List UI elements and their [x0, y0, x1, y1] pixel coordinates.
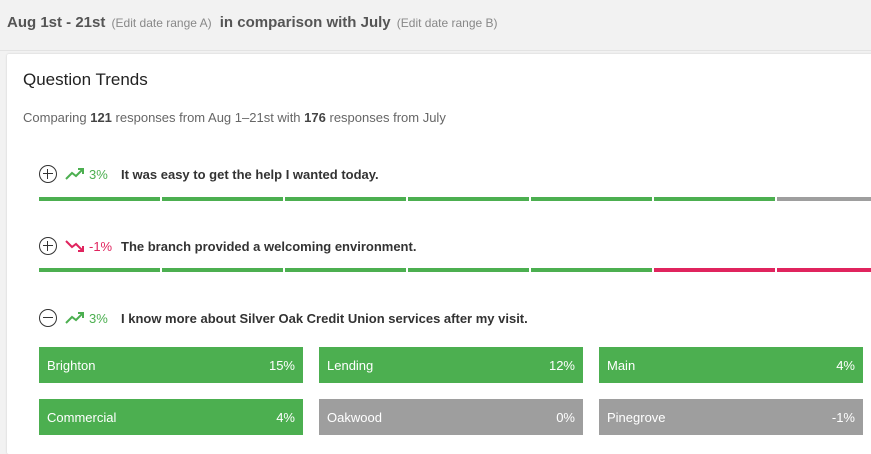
summary-prefix: Comparing	[23, 110, 87, 125]
bar-segment	[39, 197, 160, 201]
branch-name: Brighton	[47, 357, 96, 373]
edit-date-range-b-link[interactable]: (Edit date range B)	[396, 16, 498, 30]
summary-middle: responses from Aug 1–21st with	[115, 110, 301, 125]
trending-up-icon	[65, 168, 84, 180]
edit-date-range-a-link[interactable]: (Edit date range A)	[111, 16, 212, 30]
branch-name: Lending	[327, 357, 374, 373]
expand-icon[interactable]	[39, 165, 57, 183]
question-score-bar	[39, 197, 871, 201]
trending-up-icon	[65, 312, 84, 324]
question-text: I know more about Silver Oak Credit Unio…	[121, 310, 528, 326]
expand-icon[interactable]	[39, 237, 57, 255]
question-score-bar	[39, 268, 871, 272]
date-range-header: Aug 1st - 21st (Edit date range A) in co…	[7, 14, 502, 31]
branch-change: -1%	[831, 409, 855, 425]
summary-suffix: responses from July	[329, 110, 446, 125]
branch-name: Commercial	[47, 409, 117, 425]
branch-change: 4%	[836, 357, 855, 373]
branch-breakdown-tile[interactable]: Lending 12%	[319, 347, 583, 383]
branch-breakdown-tile[interactable]: Main 4%	[599, 347, 863, 383]
question-trends-card: Question Trends Comparing 121 responses …	[7, 54, 871, 454]
bar-segment	[285, 197, 406, 201]
branch-breakdown-tile[interactable]: Oakwood 0%	[319, 399, 583, 435]
branch-name: Pinegrove	[607, 409, 666, 425]
branch-breakdown-tile[interactable]: Brighton 15%	[39, 347, 303, 383]
trend-change: -1%	[89, 238, 113, 254]
collapse-icon[interactable]	[39, 309, 57, 327]
bar-segment	[39, 268, 160, 272]
question-row: 3% It was easy to get the help I wanted …	[39, 163, 379, 185]
question-text: It was easy to get the help I wanted tod…	[121, 166, 379, 182]
bar-segment	[654, 197, 775, 201]
bar-segment	[777, 268, 871, 272]
trend-change: 3%	[89, 310, 108, 326]
branch-change: 4%	[276, 409, 295, 425]
bar-segment	[162, 268, 283, 272]
bar-segment	[408, 197, 529, 201]
branch-name: Oakwood	[327, 409, 382, 425]
bar-segment	[531, 268, 652, 272]
date-range-a: Aug 1st - 21st	[7, 14, 106, 31]
bar-segment	[408, 268, 529, 272]
comparison-summary: Comparing 121 responses from Aug 1–21st …	[23, 110, 446, 125]
branch-breakdown-tile[interactable]: Commercial 4%	[39, 399, 303, 435]
question-row: 3% I know more about Silver Oak Credit U…	[39, 307, 528, 329]
question-text: The branch provided a welcoming environm…	[121, 238, 417, 254]
bar-segment	[285, 268, 406, 272]
branch-change: 12%	[548, 357, 575, 373]
header-divider	[0, 50, 871, 51]
comparison-text: in comparison with July	[219, 14, 391, 31]
question-row: -1% The branch provided a welcoming envi…	[39, 235, 416, 257]
card-title: Question Trends	[23, 70, 148, 89]
branch-breakdown-tile[interactable]: Pinegrove -1%	[599, 399, 863, 435]
trending-down-icon	[65, 240, 84, 252]
bar-segment	[162, 197, 283, 201]
response-count-a: 121	[90, 110, 112, 125]
branch-name: Main	[607, 357, 636, 373]
bar-segment	[531, 197, 652, 201]
bar-segment	[777, 197, 871, 201]
bar-segment	[654, 268, 775, 272]
branch-change: 15%	[268, 357, 295, 373]
branch-change: 0%	[556, 409, 575, 425]
trend-change: 3%	[89, 166, 108, 182]
response-count-b: 176	[304, 110, 326, 125]
